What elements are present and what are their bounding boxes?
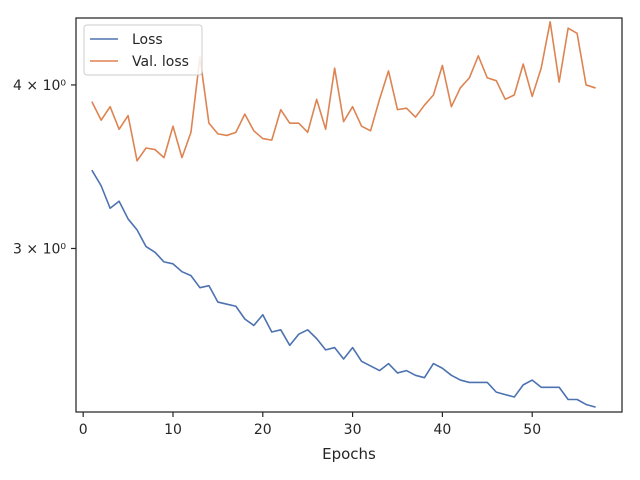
y-tick-label: 4 × 10⁰ xyxy=(13,78,66,94)
y-axis: 3 × 10⁰ 4 × 10⁰ xyxy=(13,78,76,257)
plot-area xyxy=(75,17,623,413)
series-line-loss xyxy=(91,169,596,408)
series-lines xyxy=(91,20,596,408)
x-tick-label: 40 xyxy=(433,422,451,438)
x-tick-label: 10 xyxy=(164,422,182,438)
legend: Loss Val. loss xyxy=(83,24,203,76)
x-tick-label: 50 xyxy=(523,422,541,438)
x-tick-label: 30 xyxy=(344,422,362,438)
y-tick-label: 3 × 10⁰ xyxy=(13,241,66,257)
legend-label-loss: Loss xyxy=(132,32,163,48)
series-line-val-loss xyxy=(91,20,596,162)
legend-box xyxy=(83,24,203,76)
x-tick-label: 0 xyxy=(79,422,88,438)
x-axis-label: Epochs xyxy=(322,445,376,463)
legend-label-val-loss: Val. loss xyxy=(132,54,189,70)
x-tick-label: 20 xyxy=(254,422,272,438)
x-axis: 0 10 20 30 40 50 xyxy=(79,412,541,438)
